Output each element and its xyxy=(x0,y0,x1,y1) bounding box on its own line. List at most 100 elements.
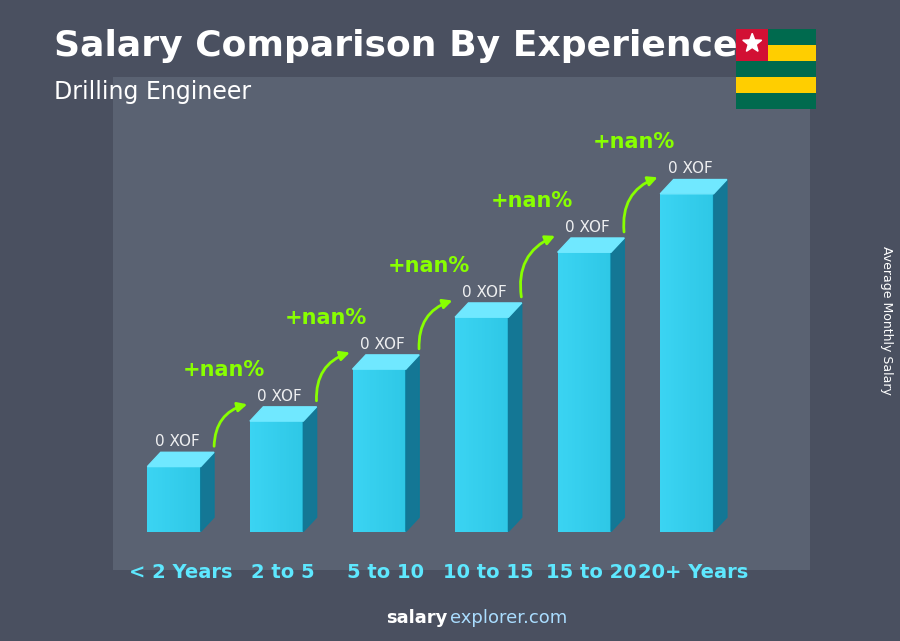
Bar xyxy=(565,253,567,531)
Bar xyxy=(274,421,276,531)
Bar xyxy=(609,253,611,531)
Bar xyxy=(598,253,600,531)
Bar xyxy=(179,467,181,531)
Text: < 2 Years: < 2 Years xyxy=(129,563,232,581)
Bar xyxy=(575,253,577,531)
Bar xyxy=(580,253,582,531)
Bar xyxy=(710,194,712,531)
Bar xyxy=(296,421,298,531)
Bar xyxy=(588,253,590,531)
Bar xyxy=(256,421,257,531)
Bar xyxy=(593,253,595,531)
Bar xyxy=(399,369,400,531)
Bar xyxy=(360,369,362,531)
Text: Salary Comparison By Experience: Salary Comparison By Experience xyxy=(54,29,737,63)
Bar xyxy=(390,369,392,531)
Bar xyxy=(562,253,563,531)
Bar xyxy=(461,317,463,531)
Bar xyxy=(384,369,386,531)
Bar xyxy=(160,467,162,531)
Bar xyxy=(257,421,259,531)
Bar xyxy=(674,194,676,531)
Bar xyxy=(393,369,395,531)
Bar xyxy=(402,369,404,531)
Bar xyxy=(377,369,379,531)
Bar xyxy=(668,194,669,531)
Bar xyxy=(302,421,303,531)
Bar xyxy=(382,369,384,531)
Bar xyxy=(505,317,507,531)
Bar xyxy=(149,467,151,531)
Polygon shape xyxy=(611,238,625,531)
Text: 0 XOF: 0 XOF xyxy=(257,388,302,404)
Bar xyxy=(736,29,769,61)
Bar xyxy=(591,253,593,531)
Bar xyxy=(590,253,591,531)
Polygon shape xyxy=(661,179,727,194)
Bar xyxy=(570,253,572,531)
Bar xyxy=(664,194,666,531)
Bar xyxy=(386,369,388,531)
Bar xyxy=(183,467,184,531)
Bar xyxy=(273,421,274,531)
Bar xyxy=(375,369,377,531)
Bar xyxy=(604,253,606,531)
Text: 10 to 15: 10 to 15 xyxy=(443,563,534,581)
Text: 2 to 5: 2 to 5 xyxy=(251,563,315,581)
Text: 0 XOF: 0 XOF xyxy=(565,220,610,235)
Bar xyxy=(455,317,457,531)
Text: Drilling Engineer: Drilling Engineer xyxy=(54,80,251,104)
Bar xyxy=(466,317,467,531)
Bar xyxy=(577,253,579,531)
Bar xyxy=(170,467,172,531)
Bar xyxy=(483,317,485,531)
Bar xyxy=(582,253,584,531)
Bar xyxy=(365,369,366,531)
Bar xyxy=(602,253,604,531)
Bar xyxy=(705,194,706,531)
Bar xyxy=(701,194,703,531)
Bar xyxy=(606,253,608,531)
Bar xyxy=(471,317,473,531)
Polygon shape xyxy=(558,238,625,253)
Bar xyxy=(672,194,674,531)
Bar xyxy=(395,369,397,531)
Bar xyxy=(186,467,188,531)
Bar xyxy=(661,194,662,531)
Bar xyxy=(184,467,186,531)
Polygon shape xyxy=(353,355,419,369)
Polygon shape xyxy=(303,407,317,531)
Bar xyxy=(289,421,291,531)
Bar xyxy=(467,317,469,531)
Text: 0 XOF: 0 XOF xyxy=(155,434,200,449)
Text: 15 to 20: 15 to 20 xyxy=(545,563,636,581)
Bar xyxy=(148,467,149,531)
Text: +nan%: +nan% xyxy=(491,191,572,211)
Bar xyxy=(685,194,687,531)
Bar xyxy=(567,253,568,531)
Bar xyxy=(287,421,289,531)
Bar xyxy=(199,467,201,531)
Bar xyxy=(300,421,302,531)
Bar xyxy=(494,317,496,531)
Bar xyxy=(459,317,461,531)
Bar xyxy=(463,317,464,531)
Bar xyxy=(151,467,153,531)
Text: 20+ Years: 20+ Years xyxy=(638,563,749,581)
Bar xyxy=(687,194,688,531)
Bar xyxy=(282,421,284,531)
Bar xyxy=(680,194,681,531)
Bar xyxy=(492,317,494,531)
Bar xyxy=(487,317,489,531)
Bar xyxy=(708,194,710,531)
Polygon shape xyxy=(250,407,317,421)
Bar xyxy=(662,194,664,531)
Bar xyxy=(374,369,375,531)
Bar xyxy=(379,369,381,531)
Bar xyxy=(699,194,701,531)
Bar xyxy=(595,253,597,531)
Bar xyxy=(397,369,399,531)
Bar xyxy=(174,467,176,531)
Bar xyxy=(694,194,696,531)
Bar xyxy=(276,421,278,531)
